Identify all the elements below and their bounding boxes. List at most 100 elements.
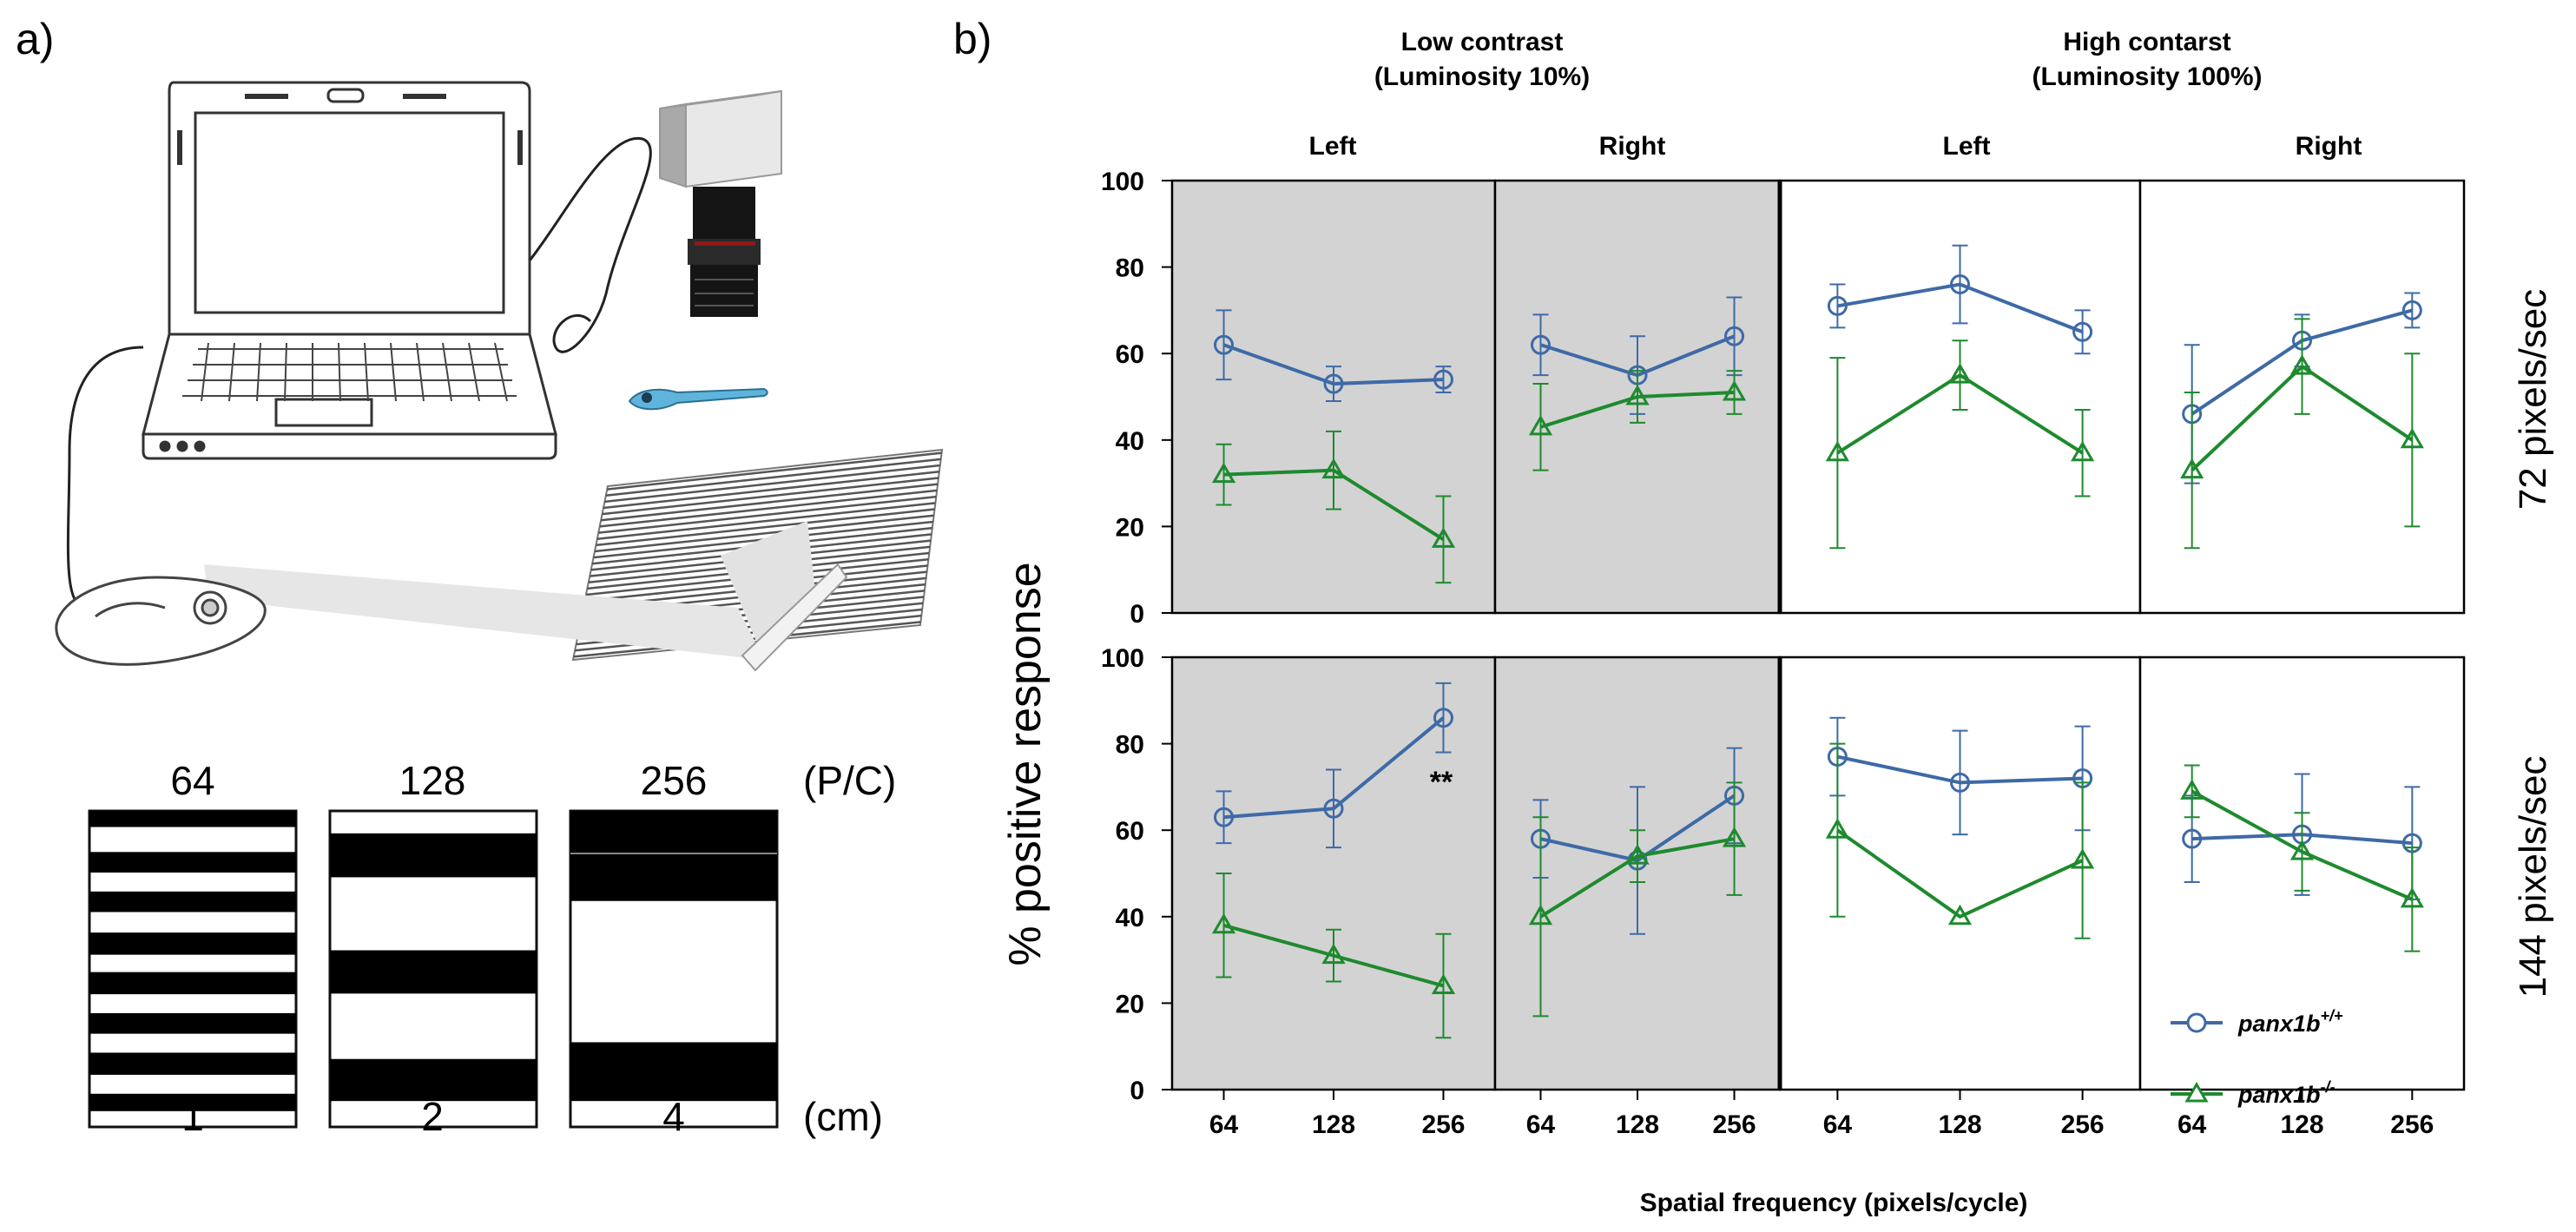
series-knockout [1211,873,1456,1039]
grating-line [607,451,942,491]
data-point [1724,326,1745,346]
x-tick-label: 256 [2390,1110,2434,1139]
x-tick-label: 128 [1938,1110,1981,1139]
legend: panx1b+/+ panx1b-/- [2171,1007,2343,1108]
y-tick-label: 20 [1116,513,1144,542]
column-label-low-right: Right [1599,132,1666,161]
data-point [1321,458,1346,479]
zebrafish-larva-icon [628,387,768,411]
legend-wildtype-sup: +/+ [2321,1007,2344,1024]
data-point [1431,527,1456,548]
data-point [1323,798,1344,819]
series-knockout [1211,430,1456,584]
data-point [1321,943,1346,965]
series-line [1223,716,1445,820]
y-tick-label: 0 [1130,600,1144,629]
data-point [1947,363,1973,384]
series-knockout [2180,318,2424,550]
data-point [1433,708,1453,728]
grating-stripe [89,932,296,955]
legend-wildtype-base: panx1b [2237,1011,2321,1037]
x-tick-label: 256 [2061,1110,2105,1139]
grating-stripe [330,833,537,878]
grating-sample-256 [569,809,779,1129]
series-line [1836,372,2084,455]
legend-wildtype-label: panx1b+/+ [2237,1007,2343,1037]
x-tick-label: 64 [2177,1110,2207,1139]
bottom-unit: (cm) [803,1094,883,1139]
series-line [1222,923,1445,988]
data-point [2180,458,2204,479]
mirror [741,563,848,672]
series-line [1836,754,2083,785]
series-line [1539,391,1735,429]
grating-stripe [89,1093,296,1111]
legend-knockout-marker [2184,1082,2209,1103]
laptop-projector-cable [66,346,144,609]
data-point [2289,354,2315,375]
series-knockout [1825,339,2095,550]
grating-line [601,483,939,522]
grating-line [596,508,935,547]
subplot-72-high-left [1778,179,2142,615]
grating-stripe [570,1042,777,1102]
row-label-72: 72 pixels/sec [2512,289,2554,510]
significance-annotation: ** [1430,766,1453,799]
series-wildtype [1827,244,2093,355]
grating-line [594,514,934,553]
row-label-144: 144 pixels/sec [2512,756,2554,998]
data-point [2070,848,2095,869]
high-contrast-subtitle: (Luminosity 100%) [2032,63,2262,91]
subplot-frame [2138,179,2466,615]
data-point [1530,334,1551,355]
top-value-64: 64 [170,758,214,803]
grating-stripe [89,891,296,912]
grating-sample-128 [328,809,538,1129]
grating-stripe [89,1052,296,1075]
y-tick-label: 80 [1116,731,1144,760]
y-tick-label: 40 [1116,904,1144,932]
data-point [1950,772,1970,793]
data-point [1528,414,1553,436]
grating-stripe [89,1012,296,1034]
legend-knockout-label: panx1b-/- [2237,1078,2336,1108]
bottom-value-1: 1 [181,1094,204,1139]
data-point [2180,779,2204,800]
data-point [2400,427,2424,449]
data-point [1722,380,1747,401]
grating-stripe [89,852,296,873]
x-tick-label: 128 [1616,1110,1659,1139]
data-point [1947,904,1973,926]
subplot-72-high-right [2138,179,2466,615]
subplot-background [1780,657,2140,1090]
subplot-144-high-right [2138,656,2466,1091]
top-value-128: 128 [399,758,466,803]
legend-knockout-sup: -/- [2321,1078,2336,1096]
camera-icon [659,89,782,317]
series-knockout [1528,781,1747,1018]
y-tick-label: 100 [1101,168,1144,196]
data-point [2072,321,2093,342]
data-point [2070,440,2095,462]
panel-a: a) [16,15,944,1139]
data-point [1211,462,1236,484]
subplot-144-high-left [1778,656,2142,1091]
column-label-low-left: Left [1309,132,1357,161]
grating-line [596,502,936,540]
data-point [1827,295,1848,316]
x-tick-label: 128 [2280,1110,2323,1139]
series-wildtype [1214,309,1453,402]
y-tick-label: 40 [1116,427,1144,456]
plot-area: 0 20 40 60 80 100 0 20 40 60 80 100 64 128 256 64 128 256… [1101,168,2466,1139]
series-line [1223,468,1445,542]
data-point [2401,300,2422,320]
x-tick-label: 128 [1312,1110,1355,1139]
subplot-72-low-left [1170,179,1497,615]
panel-a-label: a) [16,15,54,63]
legend-wildtype-marker [2186,1012,2207,1033]
series-line [2191,789,2414,901]
data-point [1323,373,1344,394]
series-wildtype [1214,682,1453,849]
x-tick-label: 64 [1526,1110,1556,1139]
